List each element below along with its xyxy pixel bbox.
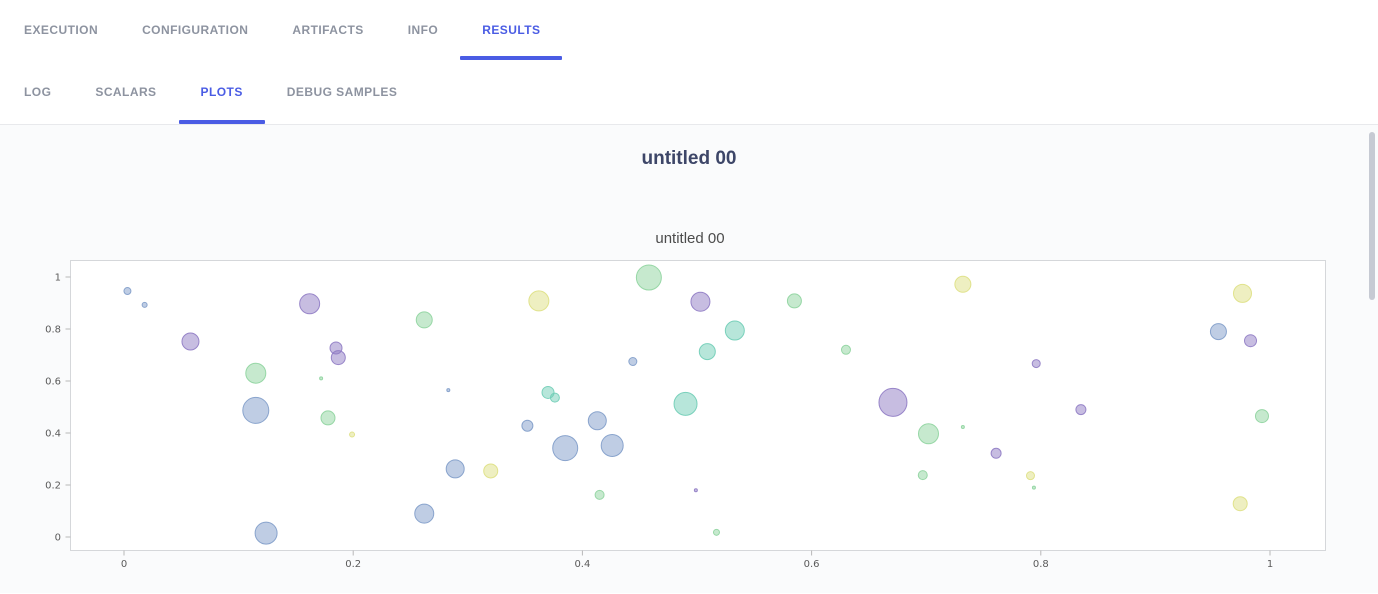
tab-info[interactable]: INFO: [386, 0, 460, 60]
plot-section-title: untitled 00: [641, 148, 737, 169]
tab-label: EXECUTION: [24, 23, 99, 37]
svg-text:0.8: 0.8: [1033, 559, 1049, 570]
tab-label: LOG: [24, 85, 52, 99]
tab-debug-samples[interactable]: DEBUG SAMPLES: [265, 60, 420, 124]
svg-text:0.2: 0.2: [45, 481, 61, 492]
svg-text:0.8: 0.8: [45, 325, 61, 336]
results-sub-tab-bar: LOG SCALARS PLOTS DEBUG SAMPLES: [0, 60, 1378, 125]
tab-label: SCALARS: [95, 85, 157, 99]
tab-execution[interactable]: EXECUTION: [2, 0, 120, 60]
active-tab-indicator: [460, 56, 563, 60]
svg-text:0.4: 0.4: [45, 429, 61, 440]
svg-text:0.2: 0.2: [345, 559, 361, 570]
tab-log[interactable]: LOG: [2, 60, 73, 124]
plot-title: untitled 00: [655, 230, 725, 247]
svg-text:0.4: 0.4: [574, 559, 590, 570]
svg-text:0.6: 0.6: [804, 559, 820, 570]
svg-text:0: 0: [121, 559, 127, 570]
tab-results[interactable]: RESULTS: [460, 0, 563, 60]
svg-text:1: 1: [1267, 559, 1273, 570]
tab-label: CONFIGURATION: [142, 23, 249, 37]
scrollbar-thumb[interactable]: [1369, 132, 1375, 300]
plot-container: untitled 00 0 0.2 0.4 0.6 0.8 1 0 0.2 0.4 0.6 0.8 1: [40, 230, 1340, 573]
tab-label: DEBUG SAMPLES: [286, 85, 398, 99]
svg-text:0: 0: [55, 533, 61, 544]
plots-panel: untitled 00 untitled 00 0 0.2 0.4 0.6 0.8 1 0 0…: [0, 125, 1378, 593]
scrollbar-track[interactable]: [1366, 126, 1378, 594]
tab-label: RESULTS: [482, 23, 541, 37]
primary-tab-bar: EXECUTION CONFIGURATION ARTIFACTS INFO R…: [0, 0, 1378, 60]
tab-label: INFO: [407, 23, 439, 37]
scatter-plot[interactable]: 0 0.2 0.4 0.6 0.8 1 0 0.2 0.4 0.6 0.8 1: [40, 258, 1340, 573]
tab-scalars[interactable]: SCALARS: [73, 60, 178, 124]
tab-label: ARTIFACTS: [292, 23, 364, 37]
tab-artifacts[interactable]: ARTIFACTS: [270, 0, 385, 60]
active-tab-indicator: [178, 120, 265, 124]
svg-text:1: 1: [55, 273, 61, 284]
tab-plots[interactable]: PLOTS: [178, 60, 265, 124]
svg-text:0.6: 0.6: [45, 377, 61, 388]
tab-configuration[interactable]: CONFIGURATION: [120, 0, 270, 60]
tab-label: PLOTS: [200, 85, 243, 99]
